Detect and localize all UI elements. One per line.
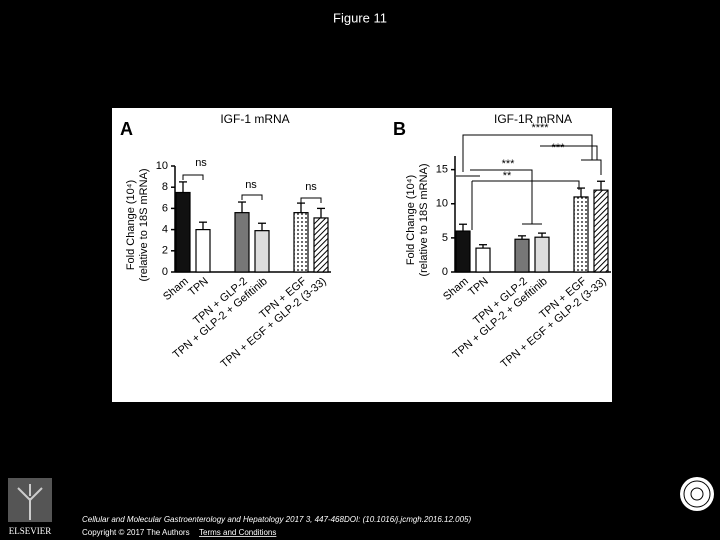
brackets — [456, 134, 602, 230]
bar — [455, 230, 471, 273]
y-tick-label: 8 — [162, 181, 168, 193]
annotation: ** — [503, 170, 512, 182]
bar — [514, 238, 530, 273]
y-tick-label: 5 — [442, 232, 448, 244]
elsevier-logo: ELSEVIER — [8, 478, 52, 536]
y-tick-label: 0 — [442, 266, 448, 278]
bar — [175, 191, 191, 273]
bracket — [182, 174, 204, 180]
bracket — [241, 194, 263, 200]
bracket — [300, 197, 322, 203]
annotation: ns — [195, 157, 207, 169]
y-tick-label: 2 — [162, 245, 168, 257]
y-tick-label: 10 — [156, 160, 168, 172]
annotation: *** — [502, 158, 516, 170]
panel-label: B — [393, 119, 406, 139]
bar — [313, 217, 329, 273]
y-tick-label: 4 — [162, 224, 168, 236]
y-tick-label: 6 — [162, 202, 168, 214]
bar — [593, 189, 609, 273]
bar — [475, 247, 491, 273]
panel-label: A — [120, 119, 133, 139]
annotation: *** — [552, 142, 566, 154]
bar — [293, 212, 309, 273]
bar — [254, 230, 270, 273]
copyright: Copyright © 2017 The Authors — [82, 528, 190, 537]
chart-title: IGF-1 mRNA — [220, 112, 289, 126]
bar — [573, 196, 589, 273]
bar — [234, 212, 250, 273]
chart-title: IGF-1R mRNA — [494, 112, 572, 126]
bar — [195, 229, 211, 273]
annotation: **** — [531, 122, 549, 134]
logo-text: ELSEVIER — [9, 526, 52, 536]
y-tick-label: 10 — [436, 198, 448, 210]
annotation: ns — [245, 179, 257, 191]
y-axis-label: (relative to 18S mRNA) — [138, 168, 150, 281]
citation: Cellular and Molecular Gastroenterology … — [82, 515, 471, 524]
annotation: ns — [305, 181, 317, 193]
y-axis-label: Fold Change (10⁴) — [125, 180, 137, 270]
journal-seal — [680, 477, 714, 511]
terms-link[interactable]: Terms and Conditions — [199, 528, 276, 537]
y-axis-label: Fold Change (10⁴) — [405, 175, 417, 265]
bar — [534, 236, 550, 273]
y-tick-label: 15 — [436, 164, 448, 176]
y-tick-label: 0 — [162, 266, 168, 278]
y-axis-label: (relative to 18S mRNA) — [418, 163, 430, 276]
slide-title: Figure 11 — [333, 10, 387, 25]
